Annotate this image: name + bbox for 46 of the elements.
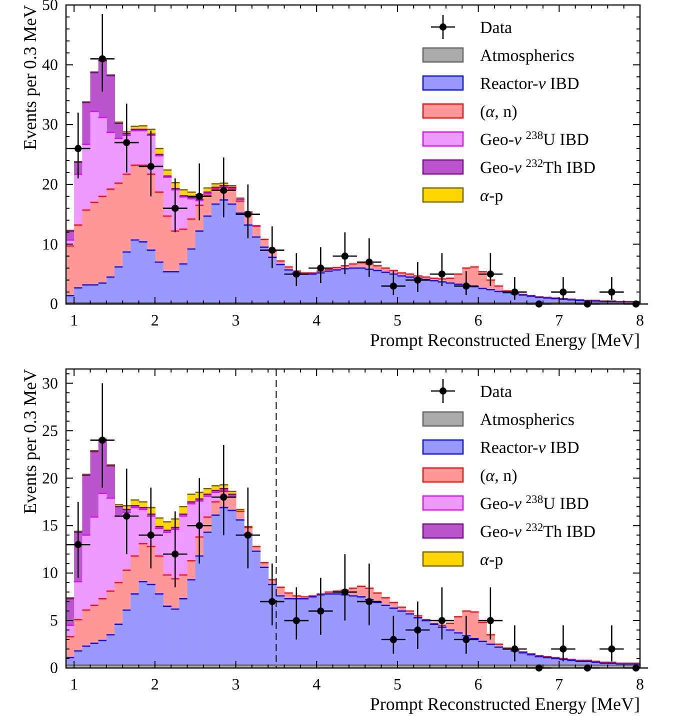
y-tick-label: 30	[42, 116, 58, 134]
y-tick-label: 20	[42, 176, 58, 194]
x-tick-label: 2	[150, 312, 159, 330]
x-tick-label: 1	[70, 676, 78, 694]
y-axis-title: Events per 0.3 MeV	[20, 369, 40, 514]
y-tick-label: 5	[50, 612, 58, 630]
x-tick-label: 2	[150, 676, 159, 694]
legend-label: α-p	[480, 550, 504, 569]
x-tick-label: 7	[555, 676, 564, 694]
legend-label: Geo-ν $^{232}$Th IBD	[480, 156, 596, 177]
y-tick-label: 10	[42, 565, 58, 582]
legend-label: Atmospherics	[480, 46, 574, 65]
x-tick-label: 3	[232, 676, 240, 694]
y-tick-label: 30	[42, 375, 58, 392]
x-tick-label: 8	[636, 312, 644, 330]
x-tick-label: 6	[474, 676, 482, 694]
x-tick-label: 5	[393, 312, 402, 330]
x-tick-label: 3	[232, 312, 240, 330]
legend-label: Data	[480, 382, 513, 401]
legend-label: Geo-ν $^{238}$U IBD	[480, 128, 589, 149]
x-tick-label: 7	[555, 312, 564, 330]
legend-label: (α, n)	[480, 102, 518, 121]
legend-label: Reactor-ν IBD	[480, 438, 580, 457]
y-axis-title: Events per 0.3 MeV	[20, 5, 40, 150]
y-tick-label: 15	[42, 518, 58, 535]
legend-label: Geo-ν $^{238}$U IBD	[480, 492, 589, 513]
x-tick-label: 4	[312, 676, 321, 694]
legend-label: (α, n)	[480, 466, 518, 485]
x-axis-title: Prompt Reconstructed Energy [MeV]	[370, 330, 640, 350]
legend-label: Data	[480, 18, 513, 37]
legend-label: Reactor-ν IBD	[480, 74, 580, 93]
x-tick-label: 8	[636, 676, 644, 694]
legend-label: Geo-ν $^{232}$Th IBD	[480, 520, 596, 541]
x-tick-label: 6	[474, 312, 482, 330]
x-tick-label: 1	[70, 312, 78, 330]
y-tick-label: 0	[50, 660, 58, 678]
y-tick-label: 10	[42, 236, 58, 254]
x-tick-label: 4	[312, 312, 321, 330]
legend-label: α-p	[480, 186, 504, 205]
y-tick-label: 20	[42, 470, 58, 488]
x-tick-label: 5	[393, 676, 402, 694]
legend-label: Atmospherics	[480, 410, 574, 429]
y-tick-label: 25	[42, 422, 58, 440]
y-tick-label: 40	[42, 56, 58, 74]
x-axis-title: Prompt Reconstructed Energy [MeV]	[370, 694, 640, 714]
y-tick-label: 0	[50, 296, 58, 314]
